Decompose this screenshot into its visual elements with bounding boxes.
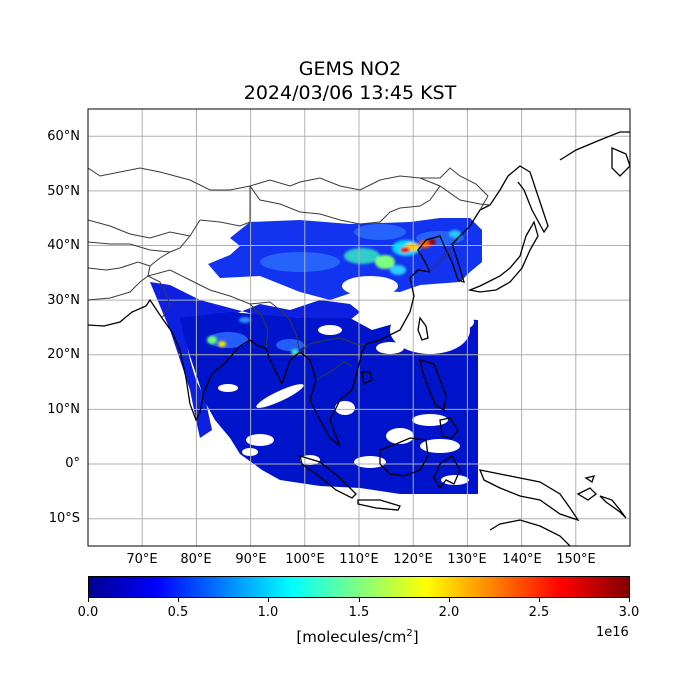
colorbar xyxy=(88,576,630,598)
colorbar-tick: 2.5 xyxy=(528,605,550,620)
lon-tick-70e: 70°E xyxy=(126,552,158,567)
lon-tick-80e: 80°E xyxy=(180,552,212,567)
colorbar-tick: 0.0 xyxy=(77,605,99,620)
colorbar-tick: 3.0 xyxy=(618,605,640,620)
colorbar-exponent: 1e16 xyxy=(596,625,629,640)
lat-tick-50n: 50°N xyxy=(47,184,80,199)
lat-tick-30n: 30°N xyxy=(47,293,80,308)
colorbar-unit-base: [molecules/cm xyxy=(296,628,407,646)
map-frame xyxy=(87,108,631,547)
lon-tick-120e: 120°E xyxy=(393,552,433,567)
lon-tick-110e: 110°E xyxy=(339,552,379,567)
lat-tick-10s: 10°S xyxy=(48,511,80,526)
gridlines xyxy=(88,109,630,546)
lon-tick-140e: 140°E xyxy=(502,552,542,567)
lat-tick-40n: 40°N xyxy=(47,238,80,253)
lat-tick-0: 0° xyxy=(65,456,80,471)
lat-tick-20n: 20°N xyxy=(47,347,80,362)
cloud-gap xyxy=(342,276,398,296)
colorbar-tick: 1.0 xyxy=(257,605,279,620)
colorbar-unit-close: ] xyxy=(412,628,419,646)
colorbar-tick: 2.0 xyxy=(438,605,460,620)
map-panel xyxy=(87,108,631,547)
no2-data-layer xyxy=(150,218,482,494)
country-borders xyxy=(88,167,491,381)
map-subtitle-datetime: 2024/03/06 13:45 KST xyxy=(243,82,457,104)
lon-tick-90e: 90°E xyxy=(235,552,267,567)
no2-swath-south xyxy=(180,312,478,494)
lon-tick-150e: 150°E xyxy=(556,552,596,567)
colorbar-unit-exponent: 2 xyxy=(406,628,413,639)
colorbar-tick: 1.5 xyxy=(348,605,370,620)
lat-tick-60n: 60°N xyxy=(47,129,80,144)
colorbar-unit-label: [molecules/cm2] xyxy=(0,628,700,646)
colorbar-tick: 0.5 xyxy=(167,605,189,620)
map-title: GEMS NO2 xyxy=(298,58,402,80)
lon-tick-100e: 100°E xyxy=(285,552,325,567)
lat-tick-10n: 10°N xyxy=(47,402,80,417)
lon-tick-130e: 130°E xyxy=(447,552,487,567)
